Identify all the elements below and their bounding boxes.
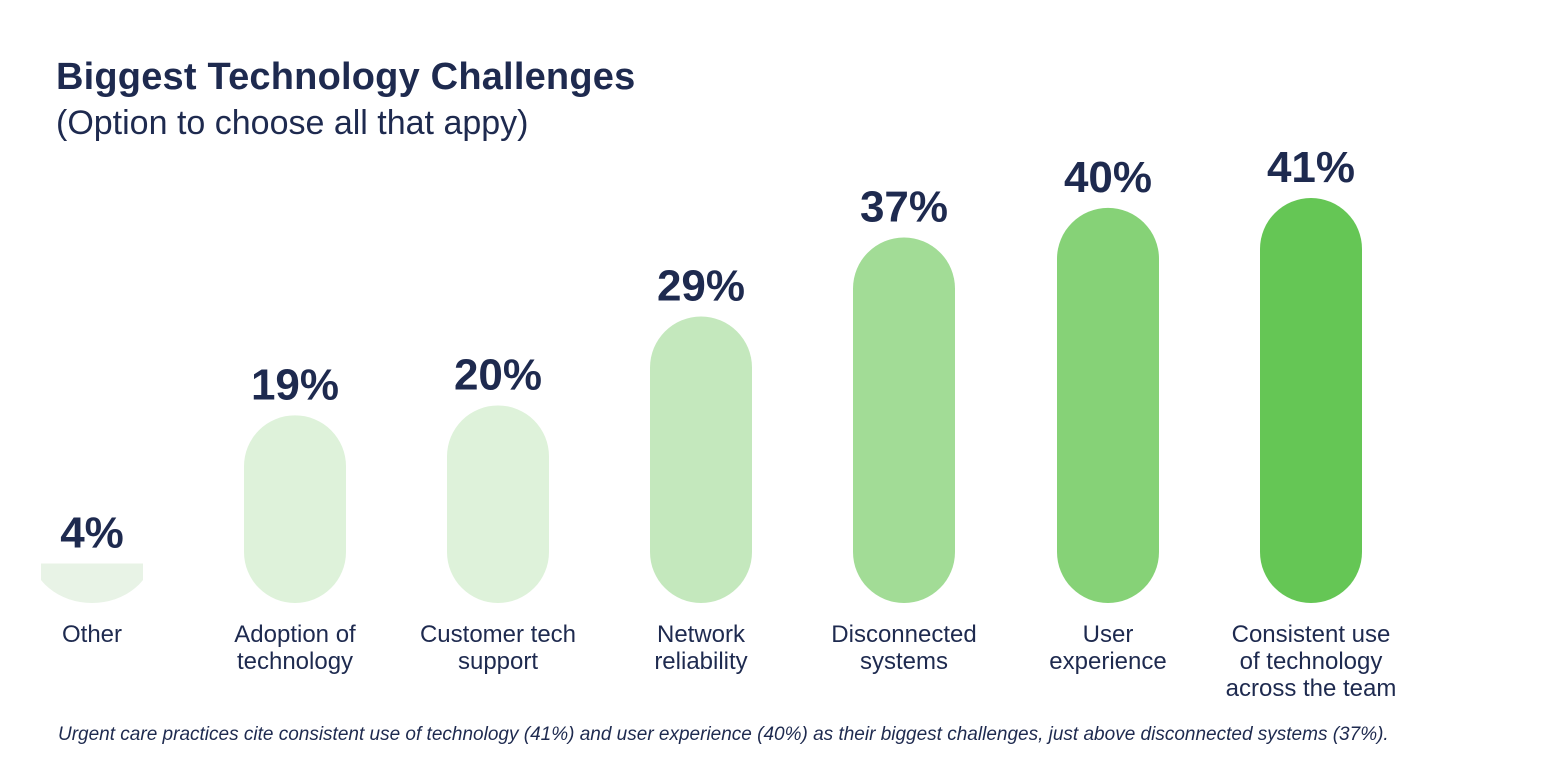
value-label-6: 41%: [1267, 143, 1355, 192]
category-labels-group: Other Adoption of technology Customer tech s…: [62, 621, 1396, 702]
category-label-5: User experience: [1049, 621, 1166, 675]
category-label-0: Other: [62, 621, 122, 648]
footnote: Urgent care practices cite consistent us…: [58, 724, 1389, 745]
value-label-5: 40%: [1064, 153, 1152, 202]
category-label-4: Disconnected systems: [831, 621, 976, 675]
bar-4: [853, 237, 955, 603]
bar-6: [1260, 198, 1362, 603]
bar-2: [447, 405, 549, 603]
value-label-3: 29%: [657, 262, 745, 311]
value-label-1: 19%: [251, 360, 339, 409]
chart-title: Biggest Technology Challenges: [56, 56, 636, 98]
bar-1: [244, 415, 346, 603]
value-label-2: 20%: [454, 350, 542, 399]
category-label-1: Adoption of technology: [234, 621, 356, 675]
category-label-2: Customer tech support: [420, 621, 576, 675]
value-label-4: 37%: [860, 183, 948, 232]
chart-subtitle: (Option to choose all that appy): [56, 104, 529, 142]
bar-3: [650, 316, 752, 603]
bar-0: [41, 563, 143, 603]
bar-5: [1057, 207, 1159, 603]
value-label-0: 4%: [60, 508, 124, 557]
category-label-3: Network reliability: [654, 621, 747, 675]
bars-group: [41, 198, 1362, 603]
category-label-6: Consistent use of technology across the te…: [1226, 621, 1397, 702]
value-labels-group: 4% 19% 20% 29% 37% 40% 41%: [60, 143, 1355, 557]
